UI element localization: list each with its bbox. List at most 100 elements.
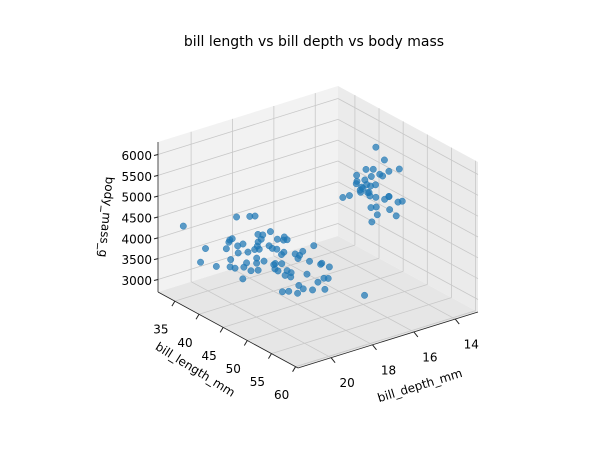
point [285, 287, 293, 295]
x-tick [219, 327, 224, 333]
grid-line [157, 98, 339, 155]
point [392, 212, 400, 220]
grid-line [174, 244, 356, 302]
x-tick [171, 300, 176, 307]
x-tick [292, 366, 297, 372]
point [260, 257, 268, 265]
point [273, 235, 281, 243]
grid-line [232, 268, 373, 346]
point [294, 289, 302, 297]
point [197, 258, 205, 266]
point [385, 167, 393, 175]
z-tick [153, 154, 159, 156]
x-tick [243, 340, 248, 346]
point [266, 228, 274, 236]
point [321, 285, 329, 293]
point [385, 192, 393, 200]
axis-line [297, 311, 479, 369]
point [253, 259, 261, 267]
grid-line [315, 242, 456, 320]
z-tick [153, 258, 159, 261]
panes [157, 86, 479, 368]
grid-line [190, 281, 332, 359]
point [362, 165, 370, 173]
point [247, 267, 255, 275]
point [231, 264, 239, 272]
grid-line [337, 202, 479, 280]
z-tick [153, 174, 159, 177]
point [179, 222, 187, 230]
grid-line [337, 160, 479, 238]
axis-line [157, 291, 299, 369]
z-tick-label: 3000 [121, 274, 152, 288]
grid-line [223, 270, 404, 328]
point [324, 274, 332, 282]
point [361, 176, 369, 184]
point [265, 242, 273, 250]
point [325, 263, 333, 271]
point [345, 192, 353, 199]
z-tick [153, 195, 159, 198]
point [317, 260, 325, 268]
point [254, 238, 262, 246]
point [373, 211, 381, 219]
point [212, 262, 220, 270]
point [379, 172, 387, 180]
x-tick-label: 60 [274, 388, 289, 402]
y-tick [413, 331, 419, 338]
point [306, 257, 313, 265]
x-tick-label: 45 [202, 349, 217, 363]
point [367, 204, 375, 212]
point [361, 291, 369, 299]
point [386, 206, 394, 214]
point [274, 267, 282, 275]
point [365, 189, 373, 196]
z-tick-label: 6000 [121, 149, 152, 163]
x-tick [268, 353, 272, 359]
point [234, 249, 242, 257]
z-axis-label: body_mass_g [96, 176, 117, 258]
point [367, 182, 375, 190]
point [273, 245, 281, 253]
point [280, 248, 288, 256]
point [234, 242, 242, 250]
point [240, 263, 248, 271]
point [278, 260, 286, 268]
point [278, 288, 286, 296]
point [287, 269, 295, 277]
y-tick-label: 16 [422, 350, 437, 364]
z-tick-label: 3500 [121, 253, 152, 267]
point [222, 245, 230, 253]
y-tick-label: 20 [339, 376, 354, 390]
grid-line [337, 139, 479, 217]
point [244, 248, 252, 256]
grid-line [337, 118, 479, 196]
chart-title: bill length vs bill depth vs body mass [184, 34, 444, 50]
z-tick [153, 237, 159, 240]
grid-line [337, 98, 479, 175]
point [251, 212, 259, 220]
x-tick-label: 40 [177, 336, 192, 350]
z-tick [153, 216, 159, 219]
point [227, 256, 235, 264]
z-tick-label: 4500 [121, 212, 152, 226]
y-tick [372, 344, 377, 351]
point [357, 188, 365, 196]
point [352, 180, 360, 188]
y-tick-label: 14 [464, 338, 479, 352]
point [254, 230, 262, 238]
point [369, 165, 377, 173]
point [367, 173, 375, 180]
grid-line [295, 310, 476, 368]
x-tick [195, 314, 200, 320]
point [270, 261, 278, 269]
grid-line [157, 181, 339, 239]
point [353, 171, 361, 179]
x-tick-label: 50 [226, 362, 241, 376]
grid-line [157, 139, 339, 197]
grid-line [157, 202, 339, 260]
grid-line [271, 297, 452, 354]
grid-line [157, 160, 339, 218]
z-tick [153, 279, 159, 281]
